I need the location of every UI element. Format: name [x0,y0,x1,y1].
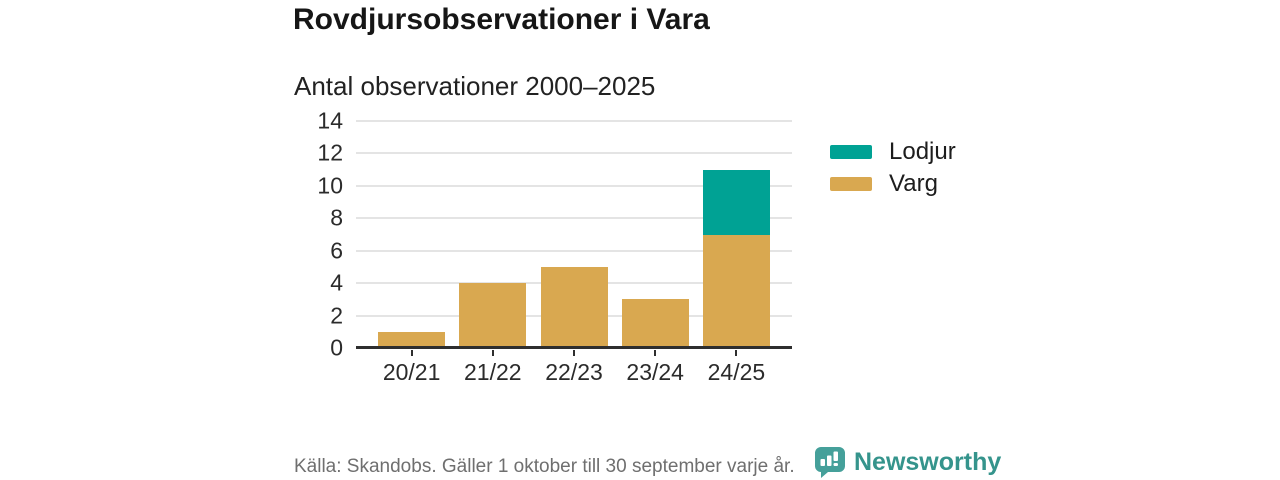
brand-footer: Newsworthy [814,446,1001,478]
y-axis-tick-label: 6 [330,237,343,264]
gridline [356,120,792,122]
legend-label: Varg [889,170,938,197]
chart-title: Rovdjursobservationer i Vara [293,3,710,36]
y-axis-tick-label: 0 [330,334,343,361]
x-axis-tick [654,350,657,356]
legend-row-varg: Varg [830,171,956,197]
bar-segment-varg-23-24 [621,299,689,348]
legend-row-lodjur: Lodjur [830,139,956,165]
chart-subtitle: Antal observationer 2000–2025 [294,71,656,101]
x-axis-tick [735,350,738,356]
bar-segment-varg-22-23 [540,266,608,348]
y-axis-tick-label: 2 [330,302,343,329]
x-axis-tick [573,350,575,356]
brand-name: Newsworthy [854,448,1002,476]
x-axis-tick-label: 24/25 [707,359,766,385]
y-axis-tick-label: 12 [317,139,343,166]
x-axis-tick-label: 23/24 [626,359,684,385]
bar-segment-lodjur-24-25 [702,169,770,235]
gridline [356,152,792,155]
legend: Lodjur Varg [830,139,956,203]
x-axis-tick [410,350,413,356]
y-axis-tick-label: 8 [330,204,343,231]
x-axis-tick-label: 22/23 [545,359,603,385]
bar-segment-varg-21-22 [459,283,527,348]
legend-label: Lodjur [889,138,956,165]
y-axis-tick-label: 14 [317,107,343,134]
x-axis-tick-label: 20/21 [382,359,441,385]
source-note: Källa: Skandobs. Gäller 1 oktober till 3… [294,456,795,477]
y-axis-tick-label: 4 [330,269,343,296]
gridline [356,249,792,252]
newsworthy-logo-icon [815,447,845,478]
legend-swatch-lodjur [830,145,872,159]
x-axis-tick-label: 21/22 [464,359,522,385]
x-axis-tick [491,350,494,356]
gridline [356,184,792,187]
y-axis-tick-label: 10 [317,172,343,199]
bar-segment-varg-20-21 [378,331,446,348]
plot-area: 0 2 4 6 8 10 12 14 20/21 21/22 22/23 23/24 24/25 [317,108,792,385]
x-axis-line [356,346,792,349]
legend-swatch-varg [830,177,872,191]
bar-segment-varg-24-25 [702,234,770,348]
gridline [356,217,792,220]
